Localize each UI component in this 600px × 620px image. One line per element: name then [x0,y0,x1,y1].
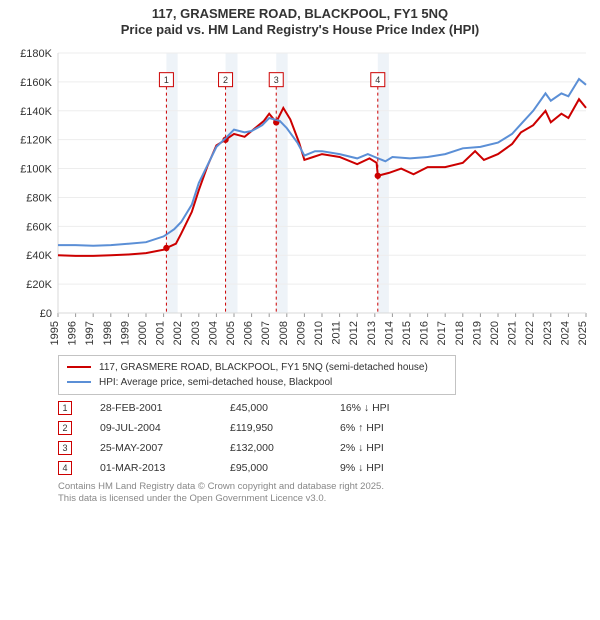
attribution-footer: Contains HM Land Registry data © Crown c… [58,481,590,506]
svg-text:2024: 2024 [559,321,571,345]
svg-text:1995: 1995 [49,321,61,345]
event-date: 01-MAR-2013 [100,462,230,474]
svg-text:2011: 2011 [331,321,343,345]
svg-text:2006: 2006 [243,321,255,345]
svg-text:2018: 2018 [454,321,466,345]
svg-text:£160K: £160K [20,76,52,88]
svg-text:2008: 2008 [278,321,290,345]
event-badge: 3 [58,441,72,455]
svg-text:2: 2 [223,75,228,85]
svg-text:£140K: £140K [20,105,52,117]
svg-text:£40K: £40K [26,250,52,262]
svg-text:2020: 2020 [489,321,501,345]
event-badge: 1 [58,401,72,415]
svg-text:£120K: £120K [20,134,52,146]
svg-text:1: 1 [164,75,169,85]
svg-text:2001: 2001 [155,321,167,345]
chart-svg: £0 £20K £40K £60K £80K £100K £120K £140K £160K £1… [10,45,590,347]
title-line-2: Price paid vs. HM Land Registry's House … [10,22,590,38]
event-date: 28-FEB-2001 [100,402,230,414]
svg-text:2004: 2004 [207,321,219,345]
svg-text:3: 3 [274,75,279,85]
table-row: 2 09-JUL-2004 £119,950 6% ↑ HPI [58,421,538,435]
svg-text:2014: 2014 [383,321,395,345]
legend-item-hpi: HPI: Average price, semi-detached house,… [67,375,447,390]
svg-text:1998: 1998 [102,321,114,345]
svg-text:2000: 2000 [137,321,149,345]
svg-text:£180K: £180K [20,48,52,60]
svg-text:2009: 2009 [295,321,307,345]
legend-label-hpi: HPI: Average price, semi-detached house,… [99,375,332,390]
event-badge: 2 [58,421,72,435]
title-line-1: 117, GRASMERE ROAD, BLACKPOOL, FY1 5NQ [10,6,590,22]
event-delta: 6% ↑ HPI [340,422,460,434]
svg-text:2023: 2023 [542,321,554,345]
svg-text:2021: 2021 [507,320,519,344]
svg-text:2005: 2005 [225,321,237,345]
legend-swatch-hpi [67,381,91,383]
event-delta: 16% ↓ HPI [340,402,460,414]
event-delta: 2% ↓ HPI [340,442,460,454]
event-price: £45,000 [230,402,340,414]
svg-text:2022: 2022 [524,321,536,345]
svg-text:1997: 1997 [84,321,96,345]
svg-text:2017: 2017 [436,321,448,345]
footer-line-2: This data is licensed under the Open Gov… [58,493,590,505]
sale-events-table: 1 28-FEB-2001 £45,000 16% ↓ HPI 2 09-JUL… [58,401,538,475]
legend-item-property: 117, GRASMERE ROAD, BLACKPOOL, FY1 5NQ (… [67,360,447,375]
svg-text:2007: 2007 [260,321,272,345]
svg-text:4: 4 [375,75,380,85]
svg-text:2003: 2003 [190,321,202,345]
event-price: £132,000 [230,442,340,454]
legend-swatch-property [67,366,91,368]
svg-text:2010: 2010 [313,321,325,345]
legend: 117, GRASMERE ROAD, BLACKPOOL, FY1 5NQ (… [58,355,456,395]
table-row: 3 25-MAY-2007 £132,000 2% ↓ HPI [58,441,538,455]
svg-text:1996: 1996 [67,321,79,345]
svg-text:£20K: £20K [26,279,52,291]
table-row: 1 28-FEB-2001 £45,000 16% ↓ HPI [58,401,538,415]
svg-text:2025: 2025 [577,321,589,345]
svg-text:2002: 2002 [172,321,184,345]
table-row: 4 01-MAR-2013 £95,000 9% ↓ HPI [58,461,538,475]
price-chart: £0 £20K £40K £60K £80K £100K £120K £140K £160K £1… [10,45,590,347]
event-date: 25-MAY-2007 [100,442,230,454]
svg-text:£60K: £60K [26,221,52,233]
footer-line-1: Contains HM Land Registry data © Crown c… [58,481,590,493]
svg-text:2013: 2013 [366,321,378,345]
svg-text:1999: 1999 [119,321,131,345]
svg-text:£80K: £80K [26,192,52,204]
chart-title-block: 117, GRASMERE ROAD, BLACKPOOL, FY1 5NQ P… [10,6,590,39]
svg-text:2012: 2012 [348,321,360,345]
svg-text:2015: 2015 [401,321,413,345]
svg-text:2019: 2019 [471,321,483,345]
legend-label-property: 117, GRASMERE ROAD, BLACKPOOL, FY1 5NQ (… [99,360,428,375]
event-price: £95,000 [230,462,340,474]
event-date: 09-JUL-2004 [100,422,230,434]
svg-text:£100K: £100K [20,163,52,175]
event-price: £119,950 [230,422,340,434]
svg-text:2016: 2016 [419,321,431,345]
event-badge: 4 [58,461,72,475]
svg-text:£0: £0 [40,308,52,320]
event-delta: 9% ↓ HPI [340,462,460,474]
